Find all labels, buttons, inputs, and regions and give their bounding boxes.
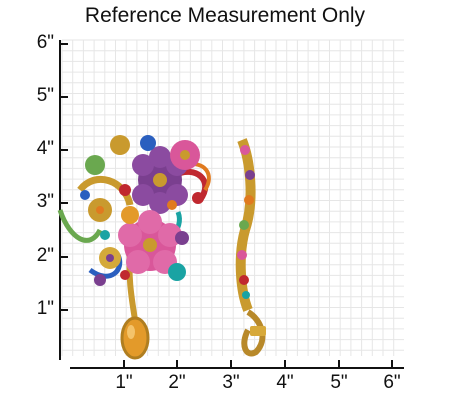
axis-ticks [60,43,393,368]
y-tick-label: 4" [36,138,54,159]
gem-stones [80,135,204,286]
y-tick-label: 3" [36,191,54,212]
brooch-front-view [57,135,211,360]
y-tick-label: 6" [36,32,54,53]
x-tick-label: 5" [330,372,348,393]
x-tick-label: 6" [383,372,401,393]
x-tick-label: 1" [115,372,133,393]
small-flowers [85,135,139,269]
x-tick-label: 2" [168,372,186,393]
y-tick-label: 5" [36,85,54,106]
brooch-side-view [235,138,266,357]
x-tick-label: 4" [276,372,294,393]
pink-flower-top [170,140,200,170]
x-tick-label: 3" [222,372,240,393]
y-tick-label: 1" [36,298,54,319]
chart-title: Reference Measurement Only [84,4,366,27]
y-tick-label: 2" [36,245,54,266]
